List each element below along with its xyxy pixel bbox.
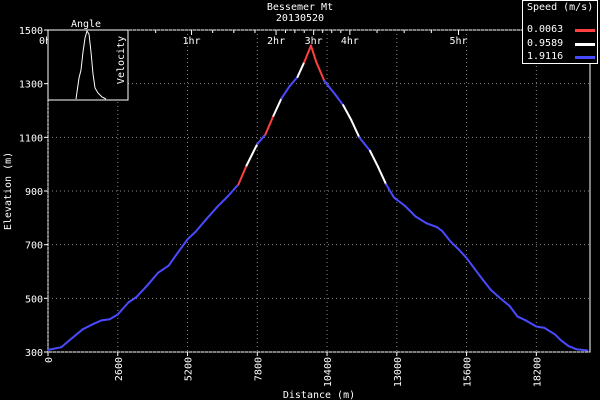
profile-segment [425, 222, 439, 229]
profile-segment [508, 304, 519, 318]
profile-segment [71, 328, 84, 340]
y-tick-label: 300 [25, 348, 43, 359]
profile-segment [186, 230, 197, 241]
time-tick-label: 1hr [183, 36, 201, 47]
profile-segment [100, 318, 111, 322]
profile-segment [280, 85, 291, 100]
profile-segment [403, 204, 417, 218]
profile-segment [350, 118, 361, 139]
x-tick-label: 7800 [253, 357, 264, 381]
profile-segment [575, 348, 589, 352]
time-tick-label: 4hr [341, 36, 359, 47]
time-tick-label: 2hr [267, 36, 285, 47]
profile-segment [157, 264, 170, 274]
profile-segment [245, 143, 259, 167]
profile-segment [457, 248, 468, 260]
profile-segment [323, 79, 337, 96]
y-axis-label: Elevation (m) [3, 152, 14, 230]
profile-segment [368, 149, 380, 168]
y-tick-label: 700 [25, 241, 43, 252]
profile-segment [264, 114, 275, 136]
profile-segment [108, 313, 119, 321]
profile-segment [559, 338, 570, 348]
profile-segment [194, 218, 208, 233]
x-tick-label: 10400 [323, 357, 334, 387]
profile-segment [272, 97, 283, 117]
speed-legend-low: 0.0063 [527, 24, 564, 35]
profile-segment [60, 337, 74, 349]
inset-angle-label: Angle [71, 19, 101, 30]
profile-segment [377, 165, 388, 186]
profile-segment [497, 295, 511, 307]
profile-segment [481, 278, 492, 291]
profile-segment [205, 206, 219, 221]
profile-segment [436, 226, 444, 233]
y-tick-label: 1300 [19, 80, 43, 91]
profile-segment [543, 326, 557, 336]
profile-segment [516, 315, 527, 322]
y-tick-label: 1100 [19, 133, 43, 144]
profile-segment [385, 183, 396, 199]
profile-segment [288, 75, 299, 88]
profile-segment [116, 301, 130, 316]
profile-segment [303, 44, 312, 64]
chart-title: Bessemer Mt [267, 2, 333, 13]
x-axis-label: Distance (m) [283, 390, 355, 400]
profile-segment [414, 215, 428, 225]
profile-segment [296, 61, 306, 78]
profile-segment [334, 93, 345, 107]
inset-panel: Angle Velocity [47, 19, 129, 101]
profile-segment [309, 44, 318, 64]
profile-segment [524, 319, 538, 328]
profile-segment [167, 253, 178, 267]
y-tick-label: 900 [25, 187, 43, 198]
x-tick-label: 18200 [532, 357, 543, 387]
y-tick-label: 1500 [19, 26, 43, 37]
speed-legend-mid: 0.9589 [527, 38, 564, 49]
profile-segment [554, 333, 562, 341]
chart-subtitle: 20130520 [276, 13, 324, 24]
profile-segment [393, 196, 406, 207]
time-tick-label: 3hr [305, 36, 323, 47]
x-tick-label: 13000 [393, 357, 404, 387]
speed-legend-high-swatch [575, 56, 595, 59]
profile-segment [441, 230, 452, 243]
profile-segment [92, 319, 103, 325]
profile-segment [135, 284, 149, 298]
speed-legend-high: 1.9116 [527, 51, 564, 62]
profile-segment [567, 345, 578, 351]
inset-curve [75, 29, 107, 100]
inset-velocity-label: Velocity [116, 36, 127, 84]
profile-segment [358, 136, 371, 152]
profile-segment [449, 240, 460, 251]
profile-segment [81, 322, 95, 331]
profile-segment [175, 238, 189, 256]
profile-segment [226, 183, 240, 198]
time-tick-label: 5hr [449, 36, 467, 47]
profile-segment [47, 346, 63, 351]
profile-segment [342, 104, 353, 121]
speed-legend: Speed (m/s) 0.0063 0.9589 1.9116 [522, 0, 598, 64]
profile-segment [146, 271, 160, 287]
profile-segment [315, 61, 326, 82]
profile-segment [256, 133, 267, 146]
profile-segment [489, 288, 500, 298]
speed-legend-low-swatch [575, 29, 595, 32]
speed-legend-mid-swatch [575, 43, 595, 46]
profile-segment [465, 257, 476, 270]
profile-segment [473, 267, 484, 281]
x-tick-label: 5200 [184, 357, 195, 381]
x-tick-label: 15600 [463, 357, 474, 387]
x-tick-label: 0 [44, 357, 55, 363]
profile-segment [535, 325, 546, 329]
profile-segment [127, 295, 138, 304]
x-tick-label: 2600 [114, 357, 125, 381]
speed-legend-title: Speed (m/s) [527, 2, 594, 13]
profile-segment [216, 195, 229, 209]
profile-segment [237, 164, 248, 186]
y-tick-label: 500 [25, 294, 43, 305]
